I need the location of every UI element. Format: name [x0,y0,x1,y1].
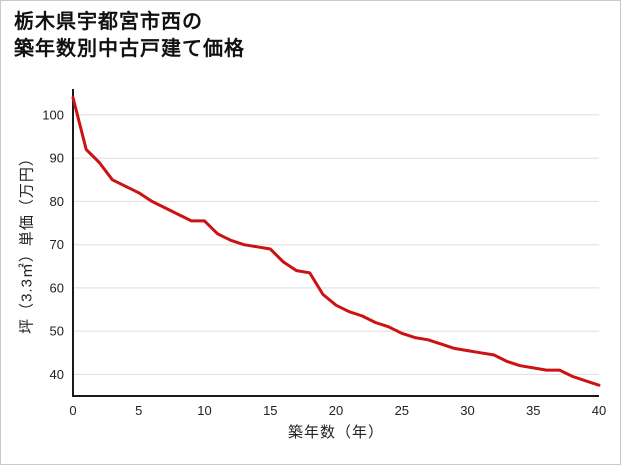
x-axis-title: 築年数（年） [287,424,385,441]
x-tick-label: 20 [329,403,343,418]
y-axis-title: 坪（3.3㎡）単価（万円） [18,150,36,334]
x-tick-label: 0 [69,403,76,418]
x-tick-label: 15 [263,403,277,418]
chart-title-line1: 栃木県宇都宮市西の [14,11,203,33]
y-tick-label: 100 [42,107,64,122]
price-line-series [71,96,601,387]
x-tick-label: 35 [526,403,540,418]
chart-title: 栃木県宇都宮市西の 築年数別中古戸建て価格 [14,9,245,63]
x-tick-label: 40 [592,403,606,418]
y-tick-label: 90 [50,151,64,166]
chart-canvas: 40 50 60 70 80 90 100 0 5 10 15 20 25 30 35 40 [42,89,606,418]
chart-title-line2: 築年数別中古戸建て価格 [14,38,245,60]
x-tick-label: 25 [395,403,409,418]
y-tick-label: 70 [50,237,64,252]
x-tick-label: 5 [135,403,142,418]
x-tick-label: 30 [460,403,474,418]
y-tick-label: 60 [50,280,64,295]
y-tick-label: 50 [50,324,64,339]
y-tick-label: 80 [50,194,64,209]
y-tick-label: 40 [50,367,64,382]
x-tick-label: 10 [197,403,211,418]
